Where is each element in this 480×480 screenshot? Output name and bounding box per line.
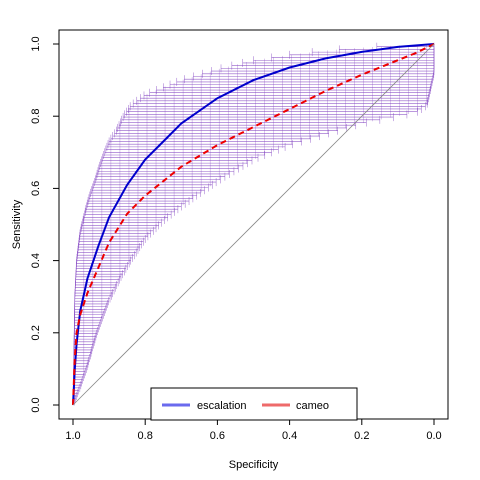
y-tick-label: 0.6	[30, 181, 42, 196]
roc-curve-escalation	[72, 43, 435, 406]
diagonal-reference-line	[72, 43, 435, 406]
x-tick-label: 0.6	[210, 430, 225, 442]
x-tick-label: 0.4	[282, 430, 297, 442]
y-tick-label: 1.0	[30, 36, 42, 51]
y-axis-label: Sensitivity	[11, 199, 23, 249]
y-tick-label: 0.0	[30, 397, 42, 412]
y-tick-label: 0.4	[30, 253, 42, 268]
axes: 1.0 0.8 0.6 0.4 0.2 0.0 0.0 0.2 0.4 0.6 0.8 1.0	[30, 36, 442, 442]
x-tick-label: 0.8	[138, 430, 153, 442]
x-axis-label: Specificity	[229, 459, 279, 471]
legend-label-cameo: cameo	[296, 400, 329, 412]
legend-label-escalation: escalation	[197, 400, 247, 412]
x-tick-label: 0.2	[354, 430, 369, 442]
x-tick-label: 0.0	[426, 430, 441, 442]
y-tick-label: 0.2	[30, 325, 42, 340]
y-tick-label: 0.8	[30, 109, 42, 124]
legend: escalation cameo	[150, 387, 358, 421]
roc-curve-cameo	[72, 43, 435, 406]
x-tick-label: 1.0	[65, 430, 80, 442]
roc-curves	[72, 43, 435, 406]
